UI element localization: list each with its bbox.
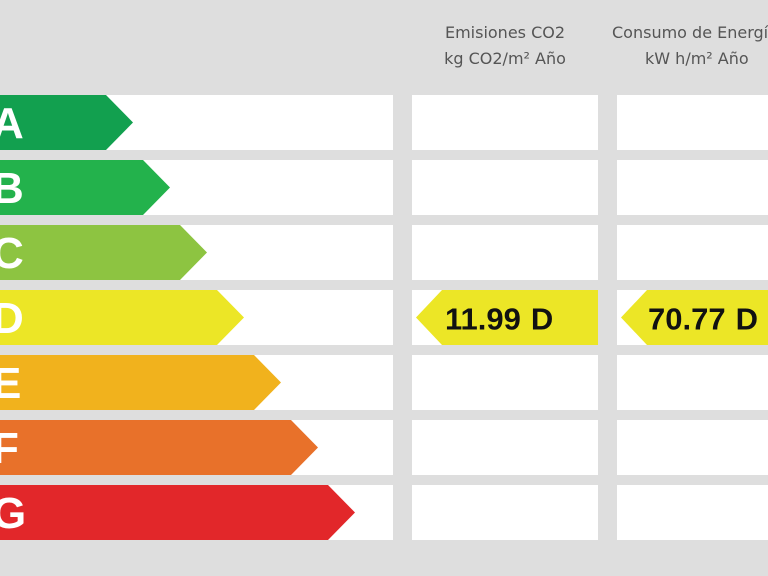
cell [617, 95, 768, 150]
class-letter: A [0, 99, 24, 148]
column-title: Consumo de Energía [612, 23, 768, 42]
cell [617, 485, 768, 540]
cell [617, 225, 768, 280]
class-letter: D [0, 294, 24, 343]
class-arrow [0, 225, 207, 280]
cell [412, 95, 598, 150]
column-unit: kW h/m² Año [645, 49, 749, 68]
rating-arrow [416, 290, 598, 345]
rating-value: 11.99 D [445, 301, 553, 336]
value-rating: D [736, 301, 758, 336]
class-letter: E [0, 359, 21, 408]
column-title: Emisiones CO2 [445, 23, 565, 42]
cell [412, 485, 598, 540]
rating-arrow [621, 290, 768, 345]
value-rating: D [531, 301, 553, 336]
rating-value: 70.77 D [648, 301, 758, 336]
class-arrow [0, 95, 133, 150]
class-arrow [0, 290, 244, 345]
cell [617, 355, 768, 410]
class-arrow [0, 485, 355, 540]
cell [617, 420, 768, 475]
value-number: 70.77 [648, 301, 726, 336]
cell [412, 420, 598, 475]
class-letter: F [0, 424, 19, 473]
cell [617, 160, 768, 215]
class-letter: C [0, 229, 24, 278]
class-letter: B [0, 164, 24, 213]
value-number: 11.99 [445, 301, 521, 336]
class-arrow [0, 160, 170, 215]
class-letter: G [0, 489, 26, 538]
class-arrow [0, 420, 318, 475]
class-arrow [0, 355, 281, 410]
column-unit: kg CO2/m² Año [444, 49, 566, 68]
cell [412, 225, 598, 280]
cell [412, 160, 598, 215]
cell [412, 355, 598, 410]
